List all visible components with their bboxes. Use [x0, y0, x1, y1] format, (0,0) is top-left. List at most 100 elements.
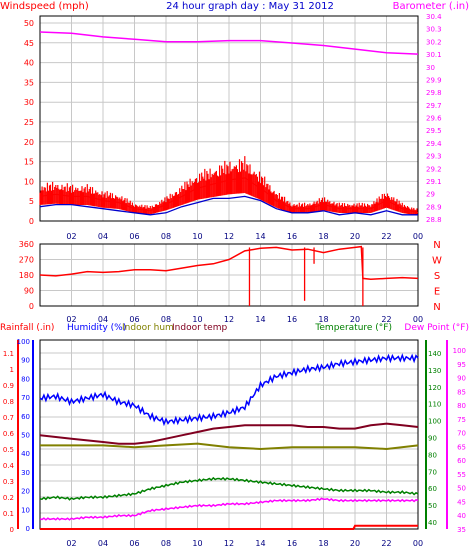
barometer-tick-label: 30.2 [426, 38, 442, 46]
env-time-tick-label: 20 [350, 539, 360, 548]
wind-time-tick-label: 08 [161, 232, 171, 241]
dir-time-tick-label: 14 [255, 315, 265, 324]
rain-tick-label: 0 [10, 526, 14, 534]
barometer-tick-label: 29.2 [426, 165, 442, 173]
windspeed-tick-label: 30 [24, 98, 34, 107]
legend-entry: Humidity (%) [67, 323, 126, 333]
wind-panel-frame [39, 15, 419, 222]
humidity-tick-label: 30 [21, 469, 30, 477]
rain-tick-label: 0.6 [3, 430, 15, 438]
dir-time-tick-label: 10 [192, 315, 202, 324]
windspeed-tick-label: 20 [24, 138, 34, 147]
temperature-tick-label: 140 [428, 350, 441, 358]
barometer-tick-label: 29.5 [426, 127, 442, 135]
temperature-tick-label: 120 [428, 384, 441, 392]
windspeed-tick-label: 10 [24, 177, 34, 186]
dir-time-tick-label: 02 [66, 315, 76, 324]
dewpoint-tick-label: 60 [457, 457, 466, 465]
humidity-tick-label: 90 [21, 357, 30, 365]
dewpoint-tick-label: 100 [453, 347, 466, 355]
barometer-line [39, 31, 419, 55]
temperature-tick-label: 80 [428, 451, 437, 459]
env-time-tick-label: 10 [192, 539, 202, 548]
chart-title: 24 hour graph day : May 31 2012 [166, 1, 334, 12]
windspeed-tick-label: 15 [24, 158, 34, 167]
env-time-tick-label: 18 [318, 539, 328, 548]
wind-time-tick-label: 18 [318, 232, 328, 241]
legend-entry: Indoor temp [172, 323, 227, 333]
wind-time-tick-label: 12 [224, 232, 234, 241]
wind-time-tick-label: 00 [413, 232, 423, 241]
indoor-hum-line [40, 442, 419, 451]
windspeed-tick-label: 45 [24, 39, 34, 48]
direction-tick-label: 90 [24, 287, 34, 296]
windspeed-tick-label: 50 [24, 19, 34, 28]
dir-time-tick-label: 16 [287, 315, 297, 324]
rain-tick-label: 0.9 [3, 382, 14, 390]
temperature-tick-label: 90 [428, 435, 437, 443]
barometer-tick-label: 28.8 [426, 216, 442, 224]
temperature-line [39, 476, 419, 501]
barometer-tick-label: 30 [426, 64, 435, 72]
rain-tick-label: 0.4 [3, 462, 15, 470]
windspeed-line [39, 177, 419, 214]
wind-time-tick-label: 22 [381, 232, 391, 241]
rain-tick-label: 0.5 [3, 446, 14, 454]
rainfall-line [40, 524, 418, 530]
rain-tick-label: 0.2 [3, 494, 14, 502]
barometer-tick-label: 29.3 [426, 153, 442, 161]
dewpoint-tick-label: 55 [457, 471, 466, 479]
env-time-tick-label: 00 [413, 539, 423, 548]
temperature-tick-label: 70 [428, 468, 437, 476]
env-time-tick-label: 22 [381, 539, 391, 548]
windspeed-tick-label: 25 [24, 118, 34, 127]
env-time-tick-label: 08 [161, 539, 171, 548]
barometer-tick-label: 30.3 [426, 26, 442, 34]
dewpoint-tick-label: 70 [457, 430, 466, 438]
wind-time-tick-label: 02 [66, 232, 76, 241]
dewpoint-line [39, 497, 419, 521]
humidity-tick-label: 60 [21, 413, 30, 421]
windspeed-axis-title: Windspeed (mph) [0, 1, 89, 12]
env-time-tick-label: 14 [255, 539, 265, 548]
wind-time-tick-label: 20 [350, 232, 360, 241]
dewpoint-tick-label: 45 [457, 498, 466, 506]
dewpoint-tick-label: 50 [457, 485, 466, 493]
dir-time-tick-label: 18 [318, 315, 328, 324]
dewpoint-tick-label: 75 [457, 416, 466, 424]
dir-time-tick-label: 08 [161, 315, 171, 324]
barometer-tick-label: 28.9 [426, 203, 442, 211]
direction-tick-label: 180 [19, 271, 34, 280]
dewpoint-tick-label: 35 [457, 526, 466, 534]
legend-entry: Indoor hum [122, 323, 174, 333]
barometer-tick-label: 29.7 [426, 102, 442, 110]
wind-time-tick-label: 16 [287, 232, 297, 241]
wind-time-tick-label: 06 [129, 232, 139, 241]
barometer-tick-label: 29.1 [426, 178, 442, 186]
humidity-tick-label: 80 [21, 375, 30, 383]
windspeed-tick-label: 5 [29, 197, 34, 206]
env-time-tick-label: 04 [98, 539, 108, 548]
env-time-tick-label: 02 [66, 539, 76, 548]
gust-line [39, 195, 418, 216]
dewpoint-tick-label: 40 [457, 512, 466, 520]
windspeed-tick-label: 0 [29, 217, 34, 226]
env-time-tick-label: 06 [129, 539, 139, 548]
humidity-tick-label: 10 [21, 506, 30, 514]
humidity-tick-label: 100 [17, 338, 30, 346]
humidity-tick-label: 0 [26, 525, 30, 533]
compass-label: W [432, 256, 442, 267]
dir-time-tick-label: 20 [350, 315, 360, 324]
barometer-axis-title: Barometer (.in) [393, 1, 469, 12]
compass-label: E [434, 287, 440, 298]
series-layer [39, 31, 419, 530]
dewpoint-tick-label: 95 [457, 361, 466, 369]
dir-time-tick-label: 04 [98, 315, 108, 324]
dir-time-tick-label: 00 [413, 315, 423, 324]
wind-time-tick-label: 14 [255, 232, 265, 241]
legend-entry: Dew Point (°F) [404, 323, 469, 333]
windspeed-tick-label: 40 [24, 59, 34, 68]
dewpoint-tick-label: 65 [457, 443, 466, 451]
dewpoint-tick-label: 90 [457, 375, 466, 383]
